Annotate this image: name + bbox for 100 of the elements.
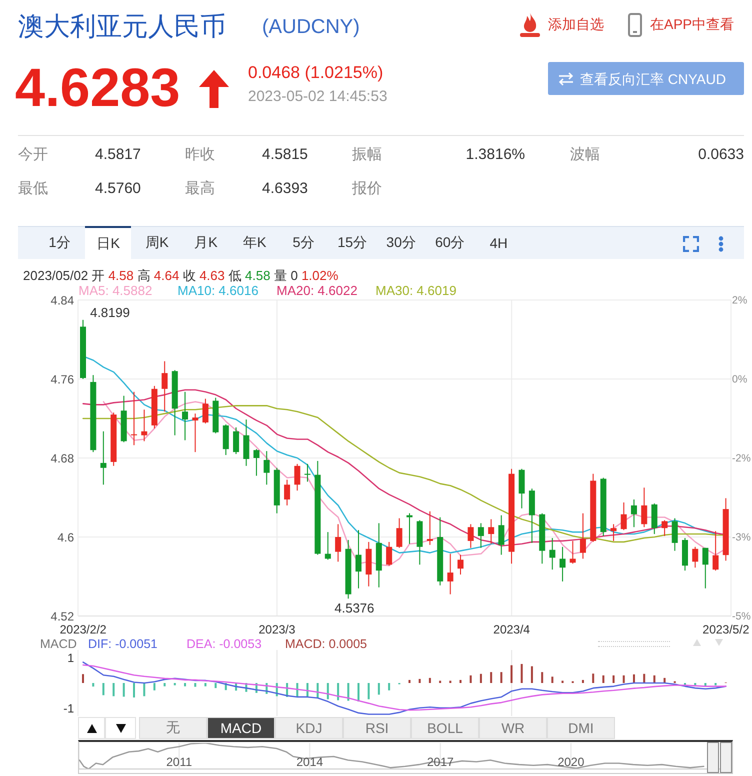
bar <box>164 683 166 686</box>
text: 月K <box>194 234 218 252</box>
bar <box>133 683 136 698</box>
text: 振幅 <box>352 145 382 165</box>
candlestick <box>335 524 342 562</box>
candlestick <box>162 360 168 412</box>
bar <box>643 674 646 683</box>
candlestick <box>549 537 556 570</box>
candlestick <box>304 463 310 482</box>
candlestick <box>264 450 270 486</box>
candlestick <box>396 518 402 548</box>
bar <box>214 683 217 688</box>
x-tick-label: 2023/4 <box>493 622 530 637</box>
x-tick-label: 2011 <box>166 755 192 769</box>
text: 波幅 <box>570 145 600 165</box>
y-tick-label: 4.76 <box>50 372 74 386</box>
bar <box>622 675 625 683</box>
candlestick <box>253 448 260 476</box>
text: MA5: 4.5882 <box>78 283 152 299</box>
text: MACD: 0.0005 <box>285 637 367 651</box>
candlestick <box>488 518 494 544</box>
candlestick <box>447 553 454 595</box>
y-tick-label: 1 <box>67 650 74 665</box>
bar <box>357 683 360 702</box>
y-tick-label: 4.68 <box>50 451 74 466</box>
candlestick <box>498 514 504 556</box>
y2-tick-label: 0% <box>732 374 748 386</box>
candlestick <box>712 530 719 572</box>
candlestick <box>192 413 198 453</box>
bar <box>418 678 421 683</box>
text: 2023/05/02 开 4.58 高 4.64 收 4.63 低 4.58 量 0 1.02% <box>23 268 338 283</box>
candlestick <box>672 518 678 552</box>
text: 30分 <box>386 234 416 252</box>
bar <box>122 683 125 697</box>
bar <box>326 683 329 700</box>
text: MA10: 4.6016 <box>178 283 258 299</box>
x-tick-label: 2023/3 <box>258 622 296 637</box>
bar <box>143 683 146 696</box>
text: 报价 <box>352 179 382 199</box>
candlestick <box>355 530 362 589</box>
tab: BOLL <box>411 717 479 739</box>
candlestick <box>202 398 208 424</box>
text: 4.5815 <box>262 145 308 165</box>
y-tick-label: 4.6 <box>57 530 74 544</box>
tab: 日K <box>85 226 132 259</box>
series-label: DIF: -0.0051 <box>88 637 158 651</box>
candlestick <box>468 524 474 548</box>
x-tick-label: 2020 <box>558 755 585 769</box>
text: 1.3816% <box>466 145 525 165</box>
text: 今开 <box>18 145 48 165</box>
bar <box>612 675 615 683</box>
y-tick-label: 4.52 <box>50 609 74 624</box>
candlestick <box>131 391 138 446</box>
candlestick <box>426 510 433 546</box>
text: 4.5760 <box>95 179 141 199</box>
candlestick <box>324 532 331 560</box>
candlestick <box>141 409 148 442</box>
bar <box>632 674 635 683</box>
text: 60分 <box>435 234 465 252</box>
bar <box>368 683 370 700</box>
bar <box>470 675 472 683</box>
y2-tick-label: 2% <box>732 294 748 307</box>
bar <box>490 672 492 683</box>
text: 最高 <box>185 179 215 199</box>
bar <box>194 683 196 687</box>
candlestick <box>406 512 412 544</box>
bar <box>592 674 594 683</box>
candlestick <box>518 468 525 509</box>
candlestick <box>662 520 668 537</box>
x-tick-label: 2023/5/2 <box>702 622 750 637</box>
x-tick-label: 2014 <box>296 755 324 769</box>
bar <box>378 683 380 695</box>
candlestick <box>610 524 617 542</box>
candlestick <box>458 554 464 576</box>
candlestick <box>182 391 188 441</box>
text: 昨收 <box>185 145 215 165</box>
bar <box>153 683 156 690</box>
text: 周K <box>145 234 169 252</box>
text: 0.0633 <box>698 145 744 165</box>
text: 0.0468 (1.0215%) <box>248 62 384 84</box>
text: 4.6393 <box>262 179 308 199</box>
candlestick <box>651 502 658 535</box>
candlestick <box>630 498 637 528</box>
candlestick <box>284 479 290 506</box>
annotation: 4.8199 <box>90 304 130 320</box>
text: 1分 <box>48 234 70 252</box>
bar <box>337 683 340 700</box>
bar <box>480 674 482 683</box>
candlestick <box>570 540 576 564</box>
bar <box>582 680 584 683</box>
candlestick <box>560 546 566 582</box>
text: 4H <box>490 234 508 250</box>
text: 添加自选 <box>548 15 604 34</box>
bar <box>551 676 554 683</box>
text: (AUDCNY) <box>262 15 360 40</box>
candlestick <box>386 541 392 566</box>
candlestick <box>580 512 586 560</box>
bar <box>184 683 186 686</box>
text: DEA: -0.0053 <box>186 637 262 651</box>
bar <box>653 675 656 683</box>
